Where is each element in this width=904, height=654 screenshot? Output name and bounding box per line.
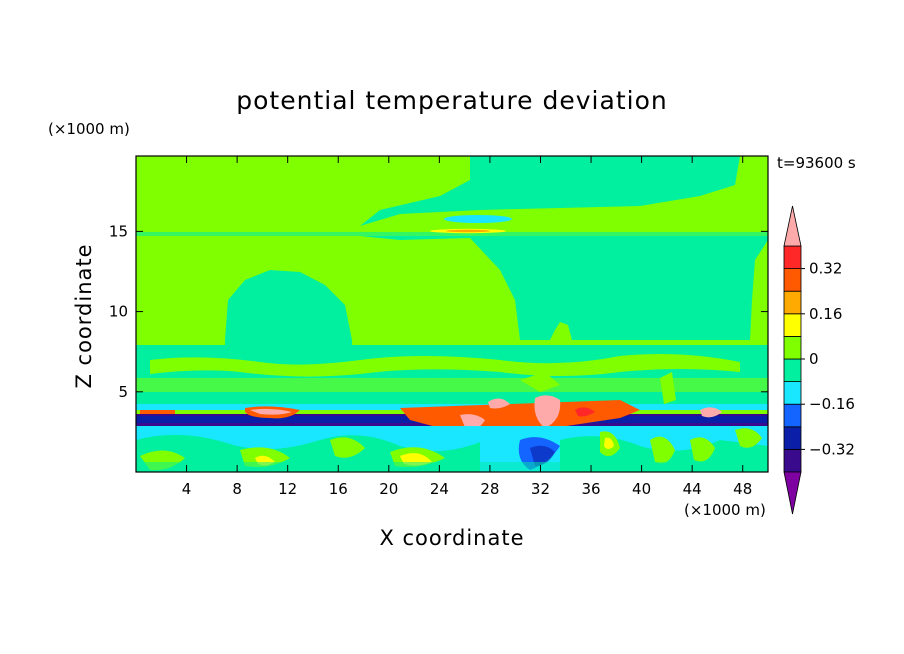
x-tick-label: 28	[480, 480, 499, 498]
colorbar-segment	[783, 426, 802, 450]
contour-field	[136, 156, 768, 472]
x-axis: 4 8 12 16 20 24 28 32 36 40 44 48	[182, 156, 752, 498]
colorbar-tick-label: −0.32	[809, 440, 855, 458]
colorbar-tick-label: 0.32	[809, 260, 842, 278]
colorbar-segment	[783, 245, 802, 270]
colorbar: 0.32 0.16 0 −0.16 −0.32	[783, 205, 855, 515]
colorbar-extend-min	[783, 471, 802, 515]
colorbar-segment	[783, 313, 802, 337]
x-tick-label: 48	[733, 480, 752, 498]
y-tick-label: 15	[109, 222, 128, 240]
colorbar-tick-label: 0	[809, 350, 819, 368]
colorbar-extend-max	[783, 205, 802, 247]
x-tick-label: 24	[430, 480, 449, 498]
x-tick-label: 12	[278, 480, 297, 498]
colorbar-segment	[783, 403, 802, 428]
x-tick-label: 16	[329, 480, 348, 498]
x-tick-label: 36	[581, 480, 600, 498]
time-label: t=93600 s	[777, 154, 856, 172]
colorbar-segment	[783, 268, 802, 292]
y-axis: 5 10 15	[109, 222, 768, 401]
x-tick-label: 4	[182, 480, 192, 498]
y-tick-label: 5	[118, 383, 128, 401]
x-tick-label: 8	[232, 480, 242, 498]
plot-frame	[135, 155, 769, 473]
colorbar-segment	[783, 358, 802, 383]
colorbar-tick-label: 0.16	[809, 305, 842, 323]
x-tick-label: 44	[683, 480, 702, 498]
x-axis-label: X coordinate	[379, 526, 525, 550]
x-tick-label: 32	[531, 480, 550, 498]
y-tick-label: 10	[109, 303, 128, 321]
colorbar-segment	[783, 335, 802, 360]
x-tick-label: 20	[379, 480, 398, 498]
colorbar-segment	[783, 448, 802, 473]
y-axis-unit: (×1000 m)	[48, 120, 130, 138]
colorbar-segment	[783, 381, 802, 405]
colorbar-tick-label: −0.16	[809, 395, 855, 413]
x-axis-unit: (×1000 m)	[684, 501, 766, 519]
x-tick-label: 40	[632, 480, 651, 498]
chart-title: potential temperature deviation	[236, 86, 668, 115]
colorbar-segment	[783, 290, 802, 315]
